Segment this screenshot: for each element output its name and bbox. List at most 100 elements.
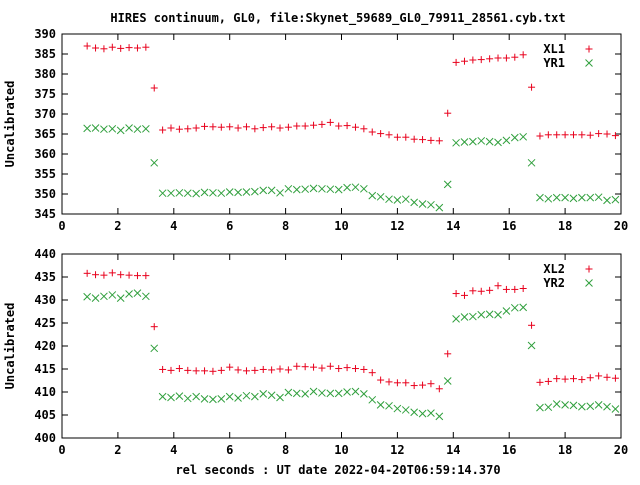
top-yr1-point — [309, 184, 318, 193]
bottom-yr2-point — [502, 307, 511, 315]
bottom-xl2-point — [544, 377, 552, 385]
bottom-x-tick-label: 12 — [390, 443, 404, 457]
top-xl1-point — [159, 126, 167, 134]
top-x-tick-label: 12 — [390, 219, 404, 233]
bottom-yr2-point — [150, 344, 159, 353]
bottom-yr2-point — [158, 392, 167, 401]
top-yr1-point — [561, 193, 569, 202]
top-xl1-point — [301, 122, 309, 130]
top-xl1-point — [142, 43, 150, 51]
bottom-yr2-point — [91, 294, 100, 303]
top-yr1-point — [91, 124, 100, 132]
bottom-xl2-point — [326, 362, 334, 370]
bottom-yr2-point — [360, 389, 368, 398]
bottom-yr2-point — [318, 389, 326, 397]
bottom-xl2-point — [402, 379, 410, 387]
top-xl1-point — [217, 123, 225, 131]
top-xl1-point — [511, 53, 519, 61]
bottom-y-tick-label: 435 — [34, 270, 56, 284]
top-xl1-point — [377, 130, 385, 138]
bottom-yr2-point — [527, 341, 536, 350]
top-xl1-point — [83, 42, 91, 50]
bottom-xl2-point — [427, 380, 435, 388]
top-xl1-point — [351, 123, 359, 131]
top-xl1-point — [427, 136, 435, 144]
top-y-tick-label: 390 — [34, 27, 56, 41]
bottom-yr2-point — [427, 409, 435, 418]
top-yr1-point — [469, 137, 477, 146]
bottom-yr2-point — [141, 292, 150, 301]
bottom-xl2-point — [368, 369, 376, 377]
top-yr1-point — [200, 188, 209, 197]
bottom-yr2-point — [376, 401, 385, 409]
top-xl1-point — [100, 45, 108, 53]
bottom-yr2-point — [368, 395, 377, 404]
x-axis-label: rel seconds : UT date 2022-04-20T06:59:1… — [175, 463, 500, 477]
top-xl1-point — [259, 124, 267, 132]
bottom-yr2-point — [469, 312, 477, 321]
bottom-y-tick-label: 410 — [34, 385, 56, 399]
top-xl1-point — [108, 43, 116, 51]
bottom-xl2-point — [486, 286, 494, 294]
bottom-yr2-point — [393, 404, 402, 413]
top-x-tick-label: 8 — [282, 219, 289, 233]
bottom-xl2-point — [553, 375, 561, 383]
bottom-yr2-point — [100, 292, 108, 301]
bottom-yr2-point — [578, 402, 586, 411]
top-x-tick-label: 18 — [558, 219, 572, 233]
top-yr1-point — [259, 186, 268, 195]
bottom-x-tick-label: 10 — [334, 443, 348, 457]
top-yr1-point — [183, 189, 192, 198]
top-xl1-point — [444, 109, 452, 117]
bottom-yr2-point — [510, 303, 519, 312]
bottom-yr2-point — [494, 310, 502, 319]
top-yr1-point — [443, 180, 452, 189]
bottom-xl2-point — [276, 365, 284, 373]
bottom-xl2-point — [351, 365, 359, 373]
top-y-tick-label: 375 — [34, 87, 56, 101]
bottom-x-tick-label: 18 — [558, 443, 572, 457]
top-yr1-point — [360, 184, 368, 193]
bottom-xl2-point — [83, 269, 91, 277]
bottom-y-tick-label: 420 — [34, 339, 56, 353]
top-yr1-point — [100, 125, 108, 134]
top-yr1-point — [485, 137, 494, 146]
top-yr1-point — [175, 188, 184, 197]
top-series-yr1 — [83, 124, 620, 212]
top-xl1-point — [603, 130, 611, 138]
bottom-y-tick-label: 440 — [34, 247, 56, 261]
top-xl1-point — [175, 125, 183, 133]
top-x-tick-label: 20 — [614, 219, 628, 233]
bottom-yr2-point — [443, 377, 452, 385]
bottom-yr2-point — [561, 401, 569, 409]
bottom-yr2-point — [276, 393, 284, 402]
top-yr1-point — [594, 193, 603, 202]
top-yr1-point — [502, 136, 511, 145]
top-xl1-point — [410, 135, 418, 143]
bottom-xl2-point — [569, 375, 577, 383]
bottom-x-tick-label: 2 — [114, 443, 121, 457]
bottom-yr2-point — [603, 402, 611, 411]
bottom-x-tick-label: 0 — [58, 443, 65, 457]
top-xl1-point — [402, 133, 410, 141]
bottom-xl2-point — [519, 285, 527, 292]
top-xl1-point — [553, 131, 561, 139]
top-xl1-point — [125, 44, 133, 52]
top-xl1-point — [92, 44, 100, 52]
top-yr1-point — [150, 158, 159, 167]
bottom-xl2-point — [452, 290, 460, 298]
bottom-xl2-point — [435, 385, 443, 393]
top-yr1-point — [510, 133, 519, 142]
top-yr1-point — [141, 124, 150, 133]
top-xl1-point — [528, 83, 536, 91]
top-x-tick-label: 2 — [114, 219, 121, 233]
top-xl1-point — [284, 123, 292, 131]
top-xl1-point — [318, 120, 326, 128]
bottom-yr2-point — [267, 391, 276, 400]
bottom-yr2-point — [418, 409, 427, 418]
bottom-xl2-point — [284, 366, 292, 374]
bottom-y-tick-label: 430 — [34, 293, 56, 307]
bottom-xl2-point — [536, 378, 544, 386]
top-x-tick-label: 16 — [502, 219, 516, 233]
bottom-x-tick-label: 6 — [226, 443, 233, 457]
